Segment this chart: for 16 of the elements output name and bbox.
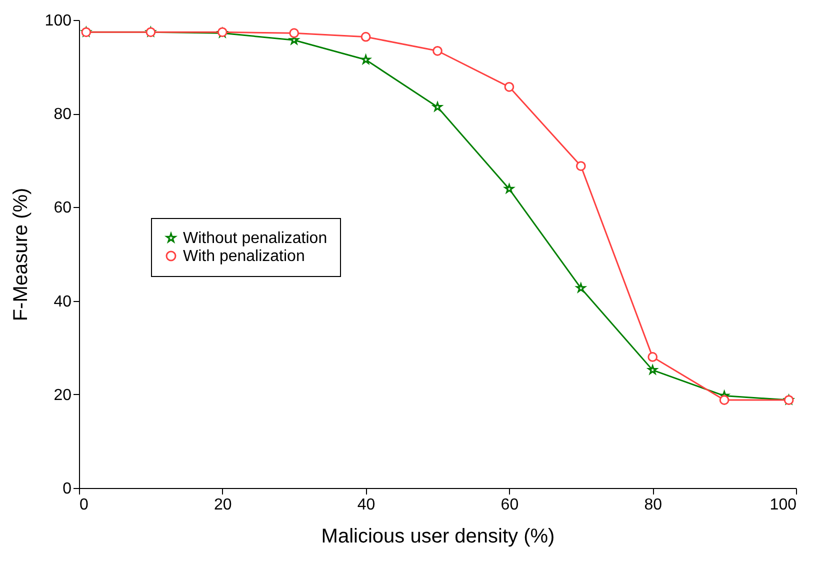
x-tick-label: 20 — [214, 496, 232, 514]
y-axis-title: F-Measure (%) — [10, 188, 32, 322]
y-tick-label: 20 — [54, 386, 72, 404]
x-axis-title: Malicious user density (%) — [321, 526, 555, 548]
y-tick-label: 80 — [54, 106, 72, 124]
x-tick-label: 100 — [770, 496, 797, 514]
legend-label: Without penalization — [183, 230, 328, 247]
y-tick-label: 40 — [54, 293, 72, 310]
x-tick-label: 60 — [500, 496, 519, 514]
x-tick-label: 80 — [644, 496, 662, 514]
x-tick-label: 0 — [80, 496, 88, 514]
x-tick-label: 40 — [357, 496, 376, 514]
y-tick-label: 100 — [44, 12, 72, 30]
y-tick-label: 0 — [62, 480, 72, 498]
y-tick-label: 60 — [54, 200, 72, 217]
legend-label: With penalization — [183, 248, 305, 265]
